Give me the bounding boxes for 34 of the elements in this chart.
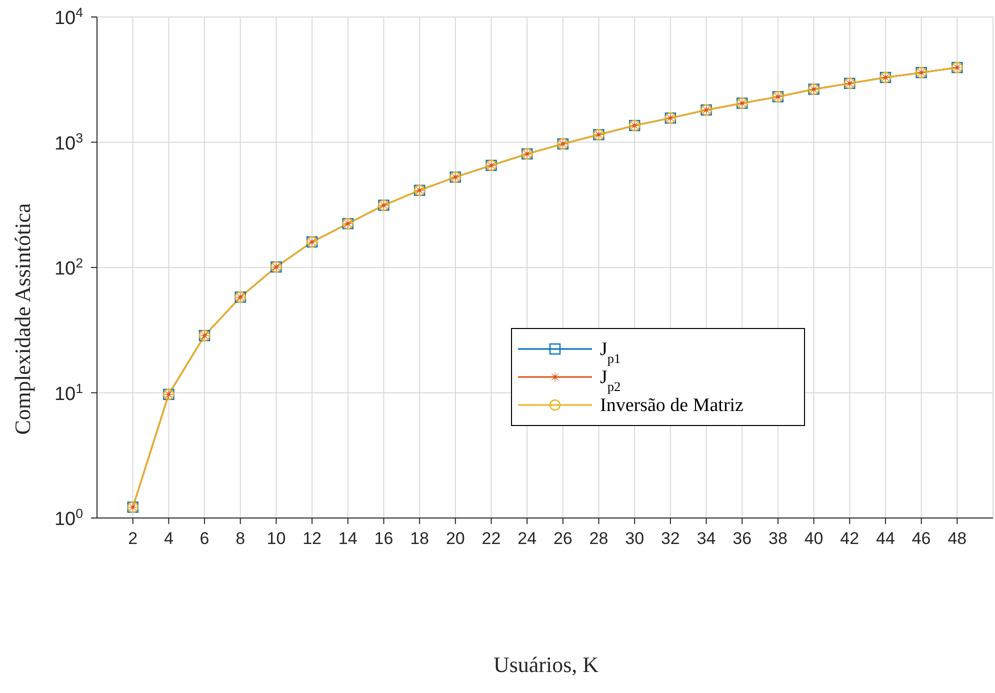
x-tick-label: 8: [236, 529, 246, 548]
x-tick-label: 4: [164, 529, 174, 548]
y-tick-label: 10$^{2}$: [54, 255, 83, 280]
x-tick-label: 48: [948, 529, 967, 548]
x-tick-label: 10: [266, 529, 286, 548]
y-axis-title: Complexidade Assintótica: [10, 202, 35, 435]
x-tick-label: 16: [374, 529, 394, 548]
x-tick-label: 44: [876, 529, 895, 548]
y-tick-label: 10$^{4}$: [54, 4, 83, 29]
x-tick-label: 6: [200, 529, 210, 548]
x-tick-label: 32: [660, 529, 680, 548]
legend-label: J$_{p2}$: [600, 367, 621, 394]
x-tick-label: 22: [482, 529, 501, 548]
x-tick-label: 28: [589, 529, 608, 548]
legend-label: Inversão de Matriz: [600, 395, 744, 416]
y-tick-label: 10$^{0}$: [54, 506, 83, 530]
x-tick-label: 46: [912, 529, 931, 548]
y-tick-label: 10$^{1}$: [54, 380, 83, 405]
x-tick-label: 38: [768, 529, 788, 548]
x-tick-label: 36: [732, 529, 752, 548]
x-tick-label: 26: [553, 529, 572, 548]
x-tick-label: 12: [302, 529, 322, 548]
x-tick-label: 34: [696, 529, 716, 548]
legend-label: J$_{p1}$: [600, 339, 621, 366]
x-tick-label: 2: [128, 529, 138, 548]
x-tick-label: 20: [446, 529, 465, 548]
x-axis-title: Usuários, K: [493, 652, 599, 677]
y-tick-label: 10$^{3}$: [54, 130, 83, 154]
x-tick-label: 40: [804, 529, 824, 548]
x-tick-label: 18: [410, 529, 430, 548]
x-tick-label: 42: [840, 529, 860, 548]
x-tick-label: 30: [625, 529, 644, 548]
x-tick-label: 14: [338, 529, 358, 548]
x-tick-label: 24: [518, 529, 537, 548]
